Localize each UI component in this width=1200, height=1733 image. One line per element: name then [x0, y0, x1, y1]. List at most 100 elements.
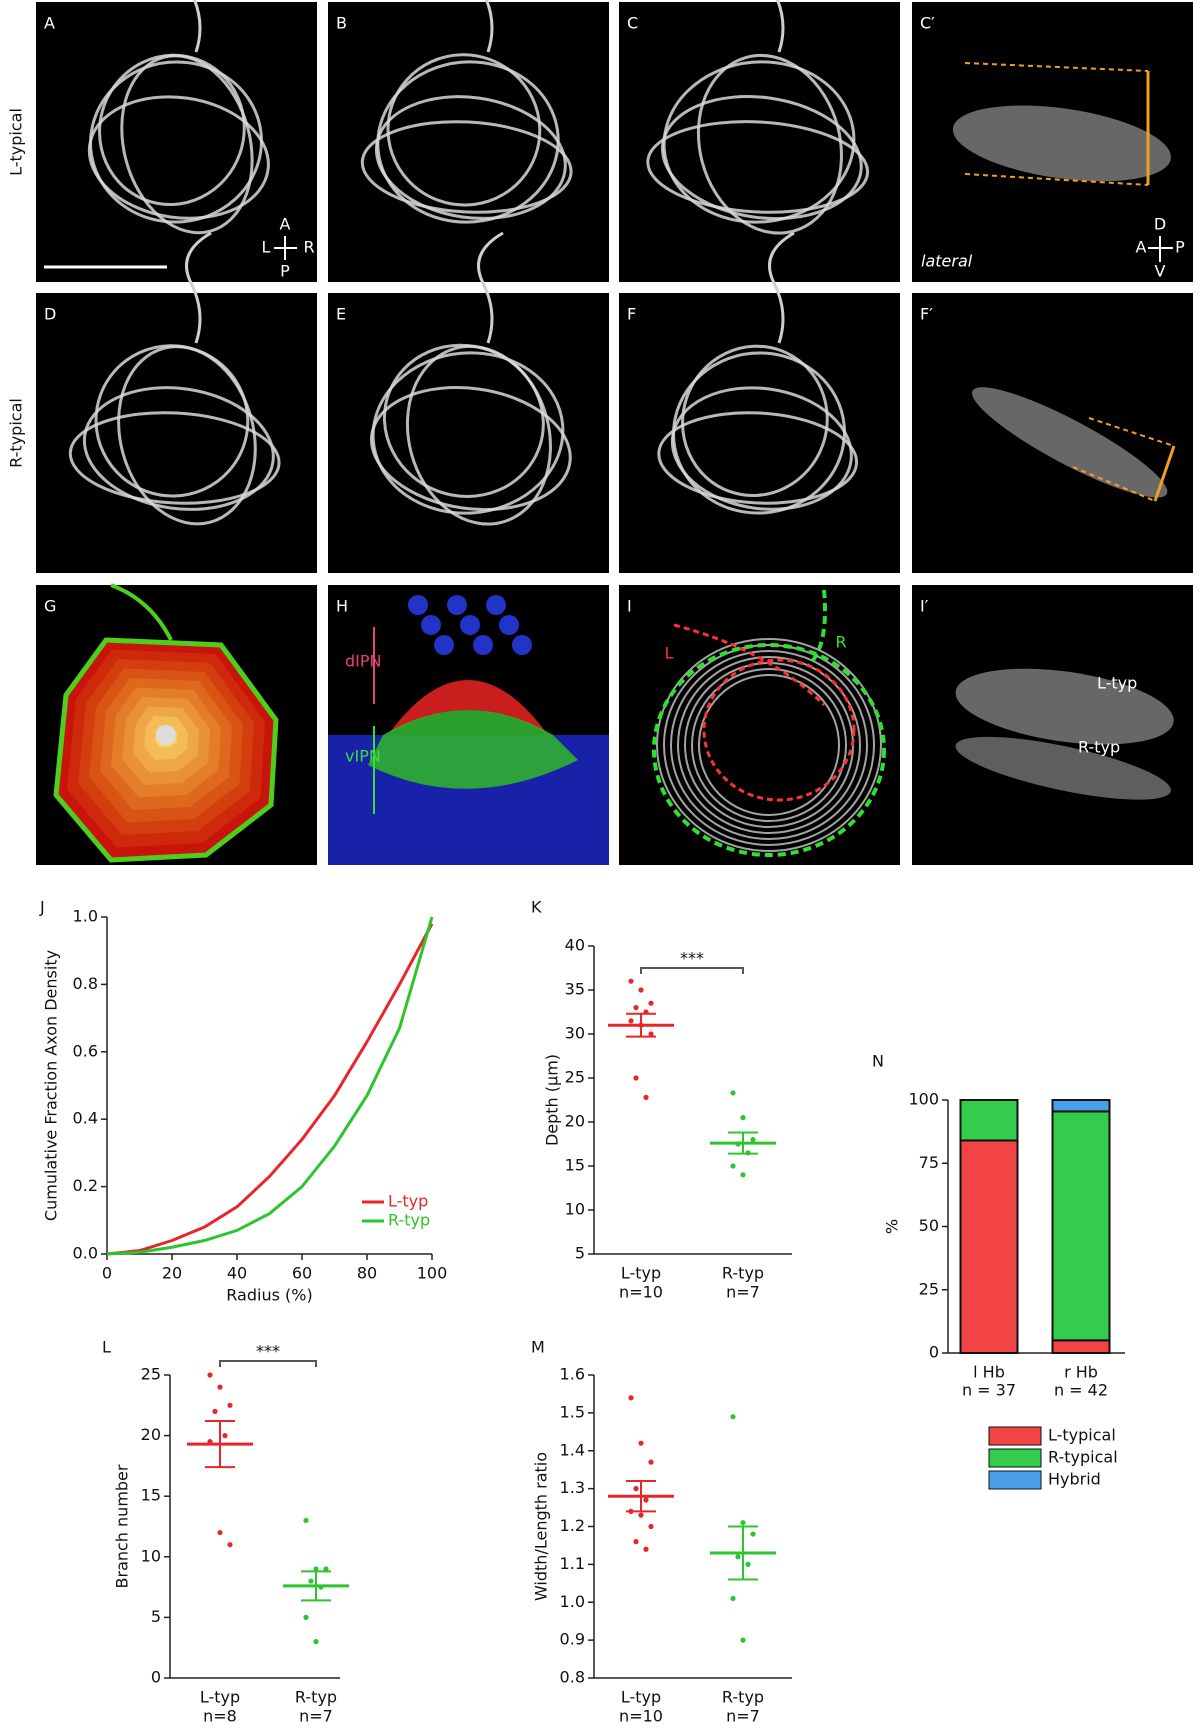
legend-label: R-typ — [388, 1211, 430, 1230]
y-tick-label: 0.8 — [73, 974, 98, 993]
error-bar — [728, 1525, 758, 1581]
neurite — [663, 644, 875, 846]
data-point — [227, 1402, 233, 1408]
row-label: R-typical — [7, 398, 26, 468]
data-point — [730, 1414, 736, 1420]
error-bar — [626, 1480, 656, 1513]
x-tick-label: 100 — [417, 1264, 448, 1283]
legend-label: L-typ — [388, 1192, 428, 1211]
legend-label: R-typical — [1048, 1448, 1118, 1467]
neurite — [662, 60, 856, 224]
data-point — [735, 1554, 741, 1560]
legend-label: L-typical — [1048, 1426, 1116, 1445]
y-axis-label: % — [883, 1219, 902, 1234]
neurite — [691, 668, 847, 822]
significance: *** — [256, 1342, 280, 1361]
data-point — [313, 1566, 319, 1572]
lateral-view — [952, 105, 1171, 182]
y-tick-label: 5 — [151, 1607, 161, 1626]
data-point — [217, 1384, 223, 1390]
neurite — [768, 231, 795, 344]
y-tick-label: 10 — [141, 1546, 161, 1565]
image-panel — [36, 2, 317, 282]
y-tick-label: 0.9 — [560, 1630, 585, 1649]
x-axis-label: Radius (%) — [226, 1286, 312, 1305]
neurite — [696, 53, 843, 235]
dipn — [388, 680, 548, 735]
y-tick-label: 50 — [919, 1216, 939, 1235]
x-tick-label: 80 — [357, 1264, 377, 1283]
nucleus — [460, 615, 480, 635]
y-tick-label: 1.0 — [73, 907, 98, 926]
panel-label: D — [44, 305, 56, 324]
neurite — [369, 386, 572, 512]
neurite — [405, 344, 552, 526]
panel-annotation: L — [665, 644, 674, 663]
axis-cross — [1148, 236, 1173, 262]
axis-cross — [274, 236, 297, 260]
panel-annotation: L — [262, 238, 271, 257]
vipn — [368, 710, 578, 789]
panel-label: C′ — [920, 14, 935, 33]
y-tick-label: 1.6 — [560, 1365, 585, 1384]
panel-label: L — [102, 1338, 111, 1357]
data-point — [633, 1539, 639, 1545]
image-panel — [328, 293, 609, 573]
n-label: n=7 — [726, 1283, 760, 1302]
data-point — [313, 1639, 319, 1645]
y-tick-label: 10 — [565, 1200, 585, 1219]
guide — [1072, 466, 1156, 502]
data-point — [638, 1512, 644, 1518]
y-tick-label: 0.2 — [73, 1176, 98, 1195]
n-label: n=10 — [619, 1707, 663, 1726]
panel-annotation: R — [835, 633, 846, 652]
data-point — [740, 1637, 746, 1643]
y-tick-label: 0 — [929, 1343, 939, 1362]
panel-label: N — [872, 1052, 884, 1071]
n-label: n=10 — [619, 1283, 663, 1302]
r-axon — [807, 589, 827, 667]
lateral-view — [955, 736, 1171, 800]
category-label: R-typ — [722, 1264, 764, 1283]
category-label: r Hb — [1064, 1363, 1098, 1382]
panel-label: F′ — [920, 305, 933, 324]
nucleus — [408, 595, 428, 615]
neurite — [681, 344, 829, 498]
y-tick-label: 0.4 — [73, 1109, 98, 1128]
y-tick-label: 75 — [919, 1153, 939, 1172]
category-label: L-typ — [200, 1688, 240, 1707]
significance-bracket — [219, 1360, 317, 1367]
neurite — [670, 386, 853, 511]
y-tick-label: 1.1 — [560, 1554, 585, 1573]
error-bar — [728, 1131, 758, 1155]
data-point — [740, 1520, 746, 1526]
y-tick-label: 40 — [565, 936, 585, 955]
y-tick-label: 30 — [565, 1024, 585, 1043]
legend-swatch — [988, 1426, 1042, 1446]
neurite — [360, 120, 573, 214]
nucleus — [434, 635, 454, 655]
panel-label: M — [531, 1338, 545, 1357]
n-label: n=8 — [203, 1707, 237, 1726]
data-point — [643, 1094, 649, 1100]
neurite — [484, 0, 494, 53]
y-tick-label: 0.0 — [73, 1244, 98, 1263]
image-panel — [328, 2, 609, 282]
error-bar — [301, 1570, 331, 1602]
panel-annotation: R-typ — [1078, 738, 1120, 757]
neurite — [192, 0, 202, 53]
y-axis-label: Cumulative Fraction Axon Density — [42, 950, 61, 1221]
category-label: L-typ — [621, 1688, 661, 1707]
y-tick-label: 25 — [141, 1365, 161, 1384]
panel-label: G — [44, 597, 56, 616]
data-point — [740, 1172, 746, 1178]
data-point — [638, 987, 644, 993]
neurite — [677, 656, 861, 834]
data-point — [730, 1163, 736, 1169]
neurite — [657, 411, 859, 505]
data-point — [638, 1440, 644, 1446]
neurite — [376, 60, 560, 224]
n-label: n=7 — [299, 1707, 333, 1726]
error-bar — [205, 1420, 235, 1469]
x-tick-label: 0 — [102, 1264, 112, 1283]
